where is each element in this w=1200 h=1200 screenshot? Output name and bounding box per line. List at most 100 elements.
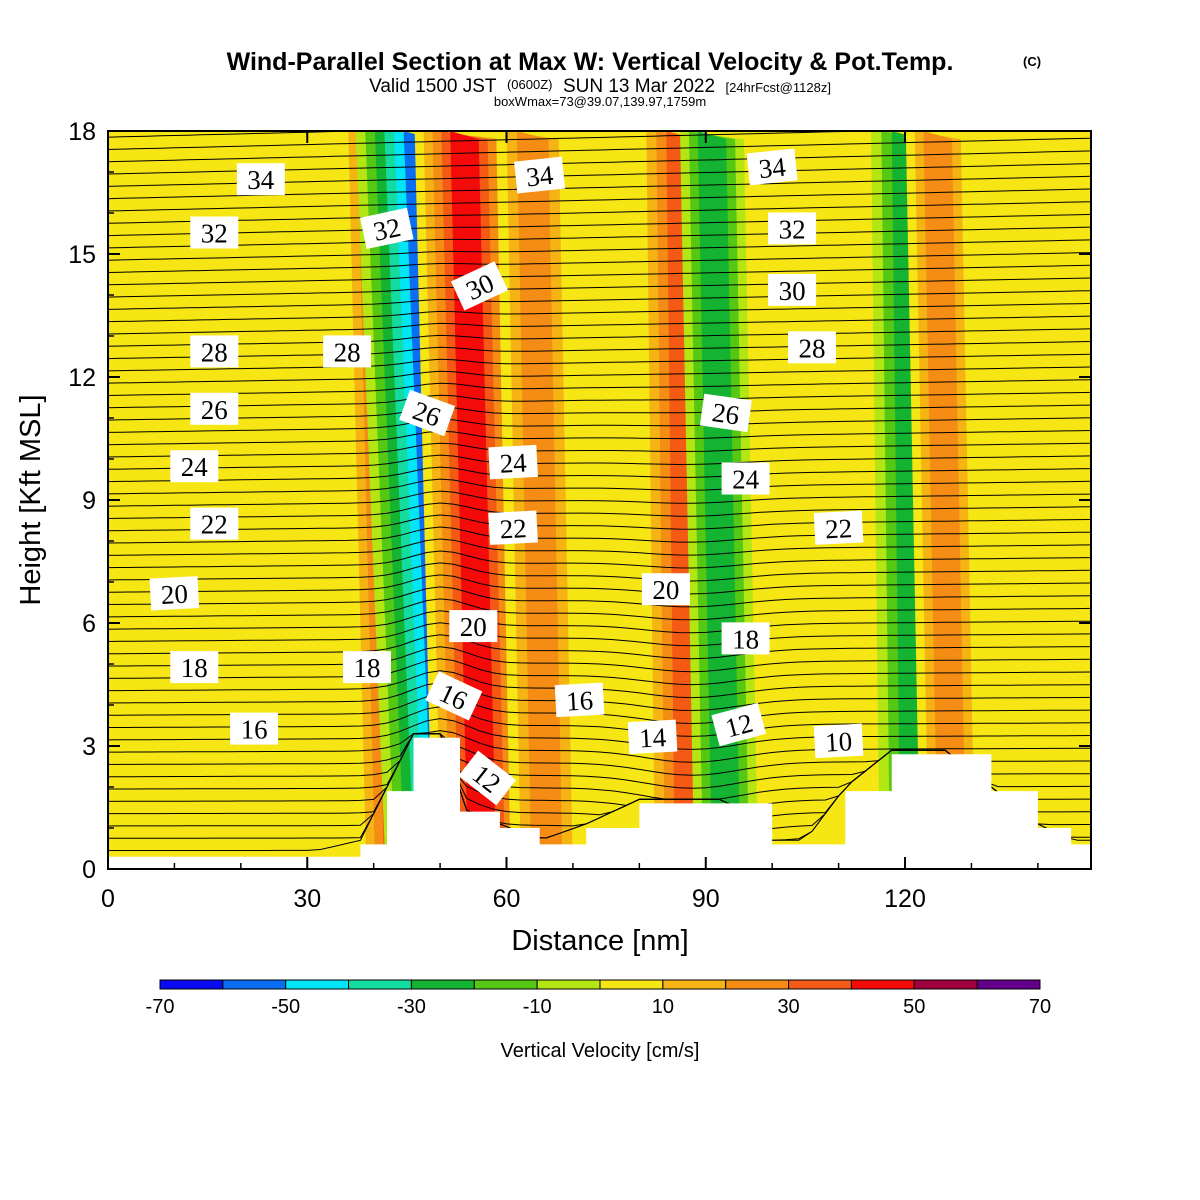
contour-label-text: 18	[732, 624, 759, 654]
contour-label-text: 28	[799, 333, 826, 363]
colorbar-tick-label: 30	[777, 996, 799, 1018]
contour-label: 16	[554, 682, 605, 718]
isentrope-line	[108, 391, 1091, 409]
contour-label-text: 32	[779, 214, 806, 244]
contour-label-text: 28	[334, 337, 361, 367]
isentrope-line	[108, 290, 1091, 310]
contour-label-text: 20	[652, 575, 679, 605]
valid-date: SUN 13 Mar 2022	[563, 76, 715, 97]
contour-label: 22	[488, 510, 538, 545]
velocity-band	[697, 131, 741, 857]
isentrope-line	[108, 341, 1091, 360]
contour-label-text: 18	[354, 653, 381, 683]
isentrope-line	[108, 239, 1091, 261]
colorbar-tick-label: -70	[146, 996, 175, 1018]
isentrope-line	[108, 490, 1091, 507]
x-tick-label: 120	[884, 885, 926, 913]
contour-label-box	[190, 507, 239, 540]
y-tick-label: 6	[82, 610, 96, 638]
contour-label-box	[425, 671, 483, 721]
contour-label-box	[170, 651, 219, 684]
contour-label-box	[359, 207, 414, 250]
colorbar-swatch	[976, 979, 1041, 990]
contour-label-box	[149, 576, 200, 611]
isentrope-line	[108, 586, 1091, 608]
contour-label: 28	[323, 335, 372, 368]
isentrope-line	[108, 574, 1091, 595]
isentrope-line	[108, 252, 1091, 273]
contour-label-box	[488, 510, 538, 545]
isentrope-line	[108, 137, 1091, 163]
y-tick-label: 9	[82, 487, 96, 515]
isentrope-line	[108, 131, 886, 150]
isentrope-line	[108, 226, 1091, 249]
colorbar-label: Vertical Velocity [cm/s]	[501, 1040, 700, 1062]
contour-label: 28	[190, 335, 239, 368]
isentrope-line	[108, 213, 1091, 237]
y-tick-label: 3	[82, 733, 96, 761]
contour-label-text: 26	[201, 395, 228, 425]
contour-label-text: 22	[499, 513, 528, 544]
isentrope-line	[108, 277, 1091, 298]
y-tick-label: 12	[68, 364, 96, 392]
colorbar-tick-label: 10	[652, 996, 674, 1018]
colorbar-tick-label: -10	[523, 996, 552, 1018]
y-tick-label: 15	[68, 241, 96, 269]
isentrope-line	[108, 366, 1091, 384]
contour-label-text: 16	[241, 715, 268, 745]
contour-label-box	[768, 212, 817, 245]
contour-label: 16	[230, 712, 279, 745]
contour-label-box	[190, 392, 239, 425]
isentrope-line	[108, 466, 1091, 483]
y-axis-label: Height [Kft MSL]	[15, 394, 47, 605]
isentrope-line	[108, 610, 1091, 634]
colorbar-swatch	[285, 979, 350, 990]
contour-label: 20	[149, 576, 200, 611]
contour-label-box	[170, 450, 219, 483]
isentrope-line	[108, 131, 378, 138]
contour-label: 34	[746, 148, 798, 186]
contour-label-box	[323, 335, 372, 368]
contour-label-text: 34	[247, 165, 275, 195]
contour-label-box	[699, 393, 752, 433]
contour-label-box	[343, 651, 391, 684]
box-info: boxWmax=73@39.07,139.97,1759m	[494, 94, 706, 109]
contour-label: 34	[236, 163, 285, 196]
contour-label-text: 34	[757, 152, 787, 185]
contour-label: 22	[813, 510, 864, 545]
x-axis: 0 30 60 90 120	[101, 131, 1039, 913]
x-tick-label: 90	[692, 885, 720, 913]
contour-label: 32	[768, 212, 817, 245]
isentrope-line	[108, 353, 1091, 372]
contour-label: 34	[514, 156, 566, 194]
contour-label: 28	[788, 331, 836, 364]
isentrope-line	[108, 478, 1091, 495]
x-tick-label: 0	[101, 885, 115, 913]
contour-label-box	[721, 622, 770, 655]
isentrope-line	[108, 526, 1091, 544]
contour-label-box	[190, 216, 239, 249]
contour-label-box	[746, 148, 798, 186]
isentrope-line	[108, 550, 1091, 569]
isentrope-line	[108, 454, 1091, 470]
x-tick-label: 60	[493, 885, 521, 913]
forecast-info: [24hrFcst@1128z]	[725, 80, 830, 95]
contour-label-text: 24	[181, 452, 209, 482]
contour-label-text: 22	[824, 513, 853, 544]
contour-label: 18	[170, 651, 219, 684]
contour-label: 30	[768, 273, 817, 306]
contour-label: 18	[343, 651, 391, 684]
valid-prefix: Valid 1500 JST	[369, 76, 497, 97]
colorbar-swatch	[348, 979, 412, 990]
contour-label: 10	[813, 723, 864, 759]
y-axis: 0 3 6 9 12 15 18	[68, 118, 1091, 884]
colorbar-swatch	[410, 979, 475, 990]
contour-label: 24	[170, 450, 219, 483]
contour-label-box	[641, 573, 690, 606]
copyright-mark: (C)	[1023, 54, 1041, 69]
colorbar-swatch	[159, 979, 224, 990]
contour-label: 26	[699, 393, 752, 433]
contour-label-text: 30	[779, 276, 806, 306]
contour-label-text: 16	[565, 685, 594, 716]
